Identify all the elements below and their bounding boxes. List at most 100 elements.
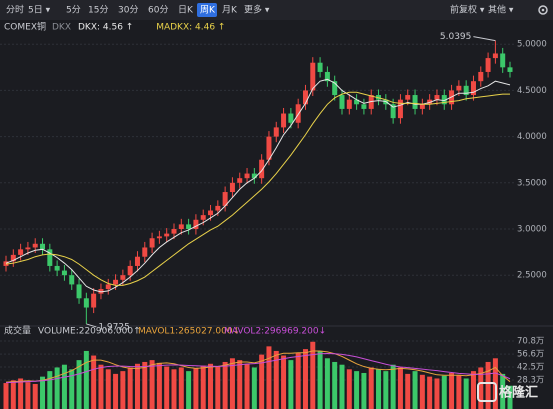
volume-bar: [332, 361, 338, 409]
tab[interactable]: 分时: [6, 4, 24, 16]
tab[interactable]: 周K: [200, 5, 216, 16]
candle-body: [361, 104, 367, 109]
volume-bar: [61, 364, 67, 409]
y-tick-label: 28.3万: [517, 376, 544, 386]
candle-body: [251, 173, 257, 179]
indicator-line: [5, 78, 511, 293]
candle-body: [463, 85, 469, 96]
volume-bar: [98, 364, 104, 409]
y-tick-label: 3.0000: [517, 225, 547, 235]
tab[interactable]: 60分: [148, 5, 168, 16]
y-tick-label: 3.5000: [517, 178, 547, 188]
volume-bar: [383, 371, 389, 409]
volume-bar: [456, 374, 462, 409]
volume-bar: [178, 367, 184, 409]
volume-bar: [91, 355, 97, 409]
volume-bar: [76, 360, 82, 409]
volume-bar: [397, 367, 403, 409]
tab[interactable]: 月K: [222, 5, 238, 16]
volume-bar: [237, 360, 243, 409]
candle-body: [266, 136, 272, 160]
tab[interactable]: 5分: [66, 5, 81, 16]
watermark: 格隆汇: [477, 382, 538, 402]
candle-body: [244, 173, 250, 179]
candle-body: [69, 275, 75, 285]
volume-bar: [259, 354, 265, 409]
y-tick-label: 5.0000: [517, 40, 547, 50]
candle-body: [76, 284, 82, 299]
candle-body: [295, 104, 301, 123]
volume-bar: [354, 371, 360, 409]
volume-bar: [208, 363, 214, 409]
candle-body: [412, 95, 418, 109]
volume-bar: [302, 349, 308, 409]
candle-body: [478, 71, 484, 82]
candle-body: [405, 95, 411, 100]
volume-bar: [339, 364, 345, 409]
candle-body: [83, 298, 89, 308]
candle-body: [346, 99, 352, 109]
candle-body: [18, 249, 24, 255]
candle-body: [332, 81, 338, 96]
tab[interactable]: 日K: [178, 5, 194, 16]
volume-bar: [368, 367, 374, 409]
y-tick-label: 4.0000: [517, 132, 547, 142]
candle-body: [105, 284, 111, 290]
tab[interactable]: 5日 ▾: [28, 5, 51, 16]
candle-body: [485, 58, 491, 72]
annotation-leader: [86, 323, 97, 328]
candle-body: [324, 71, 330, 82]
volume-bar: [251, 367, 257, 409]
legend-entry: DKX: 4.56 ↑: [78, 23, 133, 33]
volume-bar: [83, 350, 89, 409]
candle-body: [470, 81, 476, 96]
price-title: COMEX铜: [4, 21, 46, 33]
candle-body: [434, 95, 440, 100]
volume-bar: [478, 367, 484, 409]
volume-bar: [412, 371, 418, 409]
volume-bar: [281, 355, 287, 409]
volume-bar: [419, 374, 425, 409]
candle-body: [91, 293, 97, 308]
tab[interactable]: 30分: [118, 5, 138, 16]
candle-body: [222, 192, 228, 206]
volume-bar: [390, 364, 396, 409]
volume-bar: [229, 358, 235, 409]
candle-body: [120, 275, 126, 280]
volume-legend: VOLUME:220906.000↑: [38, 327, 141, 337]
volume-bar: [500, 373, 506, 409]
volume-bar: [346, 369, 352, 409]
settings-icon[interactable]: [538, 5, 548, 15]
candle-body: [441, 95, 447, 105]
volume-bar: [463, 378, 469, 409]
candle-body: [456, 85, 462, 91]
volume-bar: [113, 373, 119, 409]
volume-bar: [361, 372, 367, 409]
indicator-line: [5, 91, 510, 286]
volume-bar: [288, 360, 294, 409]
candle-body: [171, 229, 177, 234]
volume-bar: [434, 378, 440, 409]
volume-bar: [164, 366, 170, 409]
legend-entry: MAVOL2:296969.200↓: [224, 327, 326, 337]
legend-entry: MADKX: 4.46 ↑: [156, 23, 225, 33]
candle-body: [208, 210, 214, 216]
volume-bar: [507, 385, 513, 409]
tab[interactable]: 更多 ▾: [244, 4, 270, 16]
volume-bar: [324, 358, 330, 409]
candle-body: [273, 127, 279, 137]
candle-body: [164, 233, 170, 237]
candle-body: [61, 270, 67, 276]
tab[interactable]: 15分: [88, 5, 108, 16]
volume-bar: [156, 362, 162, 409]
volume-bar: [317, 350, 323, 409]
toolbar-option[interactable]: 前复权 ▾: [450, 4, 485, 16]
candle-body: [40, 243, 46, 250]
volume-bar: [295, 352, 301, 409]
candle-body: [149, 238, 155, 248]
volume-bar: [142, 361, 148, 409]
indicator-name: DKX: [52, 23, 71, 33]
candle-body: [317, 62, 323, 72]
y-tick-label: 70.8万: [517, 337, 544, 347]
toolbar-option[interactable]: 其他 ▾: [488, 4, 514, 16]
